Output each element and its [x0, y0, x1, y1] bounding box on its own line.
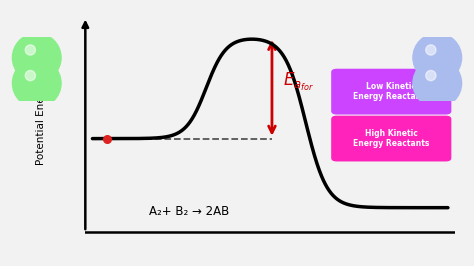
- Circle shape: [25, 45, 36, 55]
- Text: Potential Energy: Potential Energy: [36, 80, 46, 165]
- Circle shape: [12, 59, 61, 107]
- FancyBboxPatch shape: [331, 116, 451, 161]
- Circle shape: [413, 59, 462, 107]
- Text: A₂+ B₂ → 2AB: A₂+ B₂ → 2AB: [149, 205, 229, 218]
- FancyBboxPatch shape: [331, 69, 451, 115]
- Circle shape: [426, 70, 436, 81]
- Circle shape: [426, 45, 436, 55]
- Circle shape: [12, 33, 61, 82]
- Text: Low Kinetic
Energy Reactants: Low Kinetic Energy Reactants: [353, 82, 429, 101]
- Text: High Kinetic
Energy Reactants: High Kinetic Energy Reactants: [353, 129, 429, 148]
- Circle shape: [413, 33, 462, 82]
- Circle shape: [25, 70, 36, 81]
- Text: $\it{E}_{a_{for}}$: $\it{E}_{a_{for}}$: [283, 71, 314, 93]
